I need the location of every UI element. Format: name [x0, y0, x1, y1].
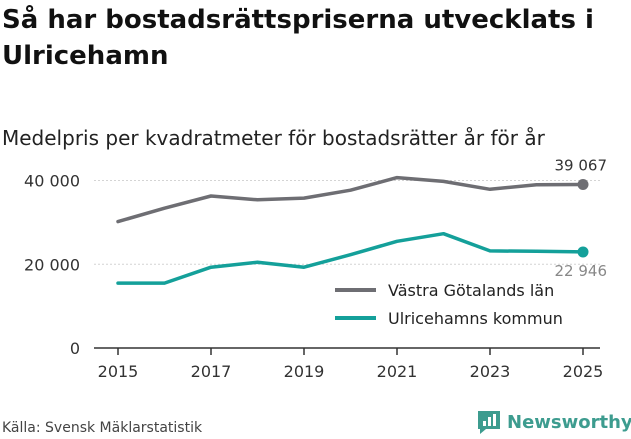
y-tick-label: 40 000	[24, 172, 80, 191]
end-value-label: 22 946	[555, 262, 608, 280]
newsworthy-logo-text: Newsworthy	[507, 411, 631, 433]
series-end-marker	[577, 246, 589, 258]
newsworthy-logo-icon	[478, 411, 500, 434]
y-axis-ticks: 0 20 000 40 000	[24, 172, 80, 358]
end-value-label: 39 067	[555, 156, 608, 174]
series-line	[116, 175, 585, 224]
legend-label: Ulricehamns kommun	[388, 309, 563, 328]
x-tick-label: 2025	[563, 362, 604, 381]
x-tick-label: 2015	[98, 362, 139, 381]
page-title: Så har bostadsrättspriserna utvecklats i…	[2, 5, 594, 71]
series-line	[116, 231, 585, 285]
y-tick-label: 20 000	[24, 255, 80, 274]
legend: Västra Götalands län Ulricehamns kommun	[327, 276, 589, 332]
y-tick-label: 0	[70, 339, 80, 358]
x-axis: 2015 2017 2019 2021 2023 2025	[94, 347, 604, 381]
line-chart: 0 20 000 40 000 2015 2017 2019 2021 2023 2025 3…	[24, 156, 608, 381]
x-tick-label: 2023	[470, 362, 511, 381]
legend-label: Västra Götalands län	[388, 281, 554, 300]
grid-lines	[94, 180, 600, 265]
legend-background	[327, 276, 589, 332]
x-tick-label: 2019	[284, 362, 325, 381]
x-tick-label: 2017	[191, 362, 232, 381]
series-lines	[116, 175, 589, 285]
end-labels: 39 067 22 946	[555, 156, 608, 279]
chart-subtitle: Medelpris per kvadratmeter för bostadsrä…	[2, 126, 545, 150]
source-note: Källa: Svensk Mäklarstatistik	[2, 420, 203, 436]
x-tick-label: 2021	[377, 362, 418, 381]
series-end-marker	[577, 178, 589, 190]
newsworthy-logo[interactable]: Newsworthy	[476, 409, 631, 435]
